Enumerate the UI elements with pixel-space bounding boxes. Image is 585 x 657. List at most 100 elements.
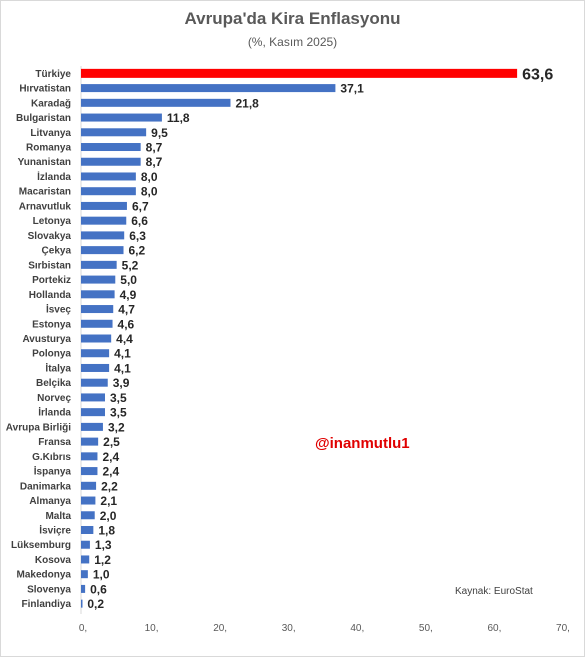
value-label: 21,8 — [235, 96, 259, 110]
category-label: İzlanda — [37, 170, 71, 183]
value-label: 5,2 — [122, 258, 139, 272]
value-label: 2,2 — [101, 479, 118, 493]
category-label: İspanya — [34, 465, 72, 478]
category-label: Yunanistan — [18, 157, 71, 168]
category-label: Arnavutluk — [19, 201, 72, 212]
category-label: Almanya — [29, 496, 71, 507]
value-label: 0,6 — [90, 582, 107, 596]
bar-27 — [81, 452, 98, 461]
bar-5 — [81, 128, 147, 137]
value-label: 2,4 — [102, 465, 119, 479]
bar-24 — [81, 408, 105, 417]
value-label: 1,8 — [98, 523, 115, 537]
category-label: Polonya — [32, 349, 71, 360]
value-label: 2,0 — [100, 509, 117, 523]
category-label: Danimarka — [20, 481, 72, 492]
bar-25 — [81, 422, 103, 431]
value-label: 3,2 — [108, 420, 125, 434]
value-label: 2,5 — [103, 435, 120, 449]
bar-16 — [81, 290, 115, 299]
bar-21 — [81, 363, 110, 372]
bar-29 — [81, 481, 97, 490]
bar-13 — [81, 246, 124, 255]
category-label: Çekya — [42, 246, 72, 257]
category-label: Karadağ — [31, 98, 71, 109]
bar-8 — [81, 172, 136, 181]
category-label: Avrupa Birliği — [6, 422, 71, 433]
bar-35 — [81, 570, 88, 579]
source-note: Kaynak: EuroStat — [455, 586, 533, 597]
category-label: Slovakya — [28, 231, 72, 242]
chart-title: Avrupa'da Kira Enflasyonu — [184, 9, 401, 28]
value-label: 3,5 — [110, 406, 127, 420]
bar-12 — [81, 231, 125, 240]
value-label: 1,0 — [93, 568, 110, 582]
bar-22 — [81, 378, 108, 387]
value-label: 3,9 — [113, 376, 130, 390]
category-label: Hırvatistan — [19, 84, 71, 95]
bar-31 — [81, 511, 95, 520]
value-label: 5,0 — [120, 273, 137, 287]
value-label: 63,6 — [522, 66, 553, 83]
bar-23 — [81, 393, 105, 402]
category-label: Norveç — [37, 393, 71, 404]
category-label: Finlandiya — [22, 599, 72, 610]
bar-37 — [81, 599, 83, 608]
value-label: 8,0 — [141, 185, 158, 199]
value-label: 6,3 — [129, 229, 146, 243]
bar-6 — [81, 143, 141, 152]
value-label: 2,4 — [102, 450, 119, 464]
value-label: 4,7 — [118, 303, 135, 317]
x-tick-label: 70, — [556, 623, 570, 634]
bar-20 — [81, 349, 110, 358]
bar-15 — [81, 275, 116, 284]
value-label: 0,2 — [87, 597, 104, 611]
value-label: 4,4 — [116, 332, 133, 346]
value-label: 4,6 — [118, 317, 135, 331]
category-label: İsviçre — [39, 523, 71, 536]
bar-7 — [81, 157, 141, 166]
category-label: Litvanya — [30, 128, 71, 139]
x-tick-label: 50, — [419, 623, 433, 634]
watermark: @inanmutlu1 — [315, 435, 410, 452]
bar-19 — [81, 334, 112, 343]
value-label: 37,1 — [340, 82, 364, 96]
category-label: Malta — [45, 511, 71, 522]
bar-28 — [81, 467, 98, 476]
bar-33 — [81, 540, 90, 549]
category-label: G.Kıbrıs — [32, 452, 71, 463]
value-label: 9,5 — [151, 126, 168, 140]
bar-18 — [81, 319, 113, 328]
bar-30 — [81, 496, 96, 505]
bar-26 — [81, 437, 99, 446]
value-label: 8,7 — [146, 155, 163, 169]
category-label: Portekiz — [32, 275, 71, 286]
value-label: 3,5 — [110, 391, 127, 405]
bar-34 — [81, 555, 90, 564]
value-label: 4,9 — [120, 288, 137, 302]
category-label: Kosova — [35, 555, 72, 566]
x-tick-label: 30, — [282, 623, 296, 634]
category-label: Lüksemburg — [11, 540, 71, 551]
value-label: 1,2 — [94, 553, 111, 567]
category-label: Estonya — [32, 319, 71, 330]
category-label: İrlanda — [38, 406, 71, 419]
category-label: Sırbistan — [28, 260, 71, 271]
category-label: Bulgaristan — [16, 113, 71, 124]
category-label: Makedonya — [17, 570, 72, 581]
value-label: 6,6 — [131, 214, 148, 228]
bar-36 — [81, 584, 86, 593]
category-label: Avusturya — [22, 334, 71, 345]
value-label: 6,7 — [132, 199, 149, 213]
x-tick-label: 40, — [350, 623, 364, 634]
category-label: Fransa — [38, 437, 71, 448]
bar-17 — [81, 305, 114, 314]
category-label: Belçika — [36, 378, 71, 389]
value-label: 4,1 — [114, 361, 131, 375]
category-label: Letonya — [33, 216, 72, 227]
bar-1 — [81, 68, 518, 78]
value-label: 4,1 — [114, 347, 131, 361]
bar-4 — [81, 113, 162, 122]
